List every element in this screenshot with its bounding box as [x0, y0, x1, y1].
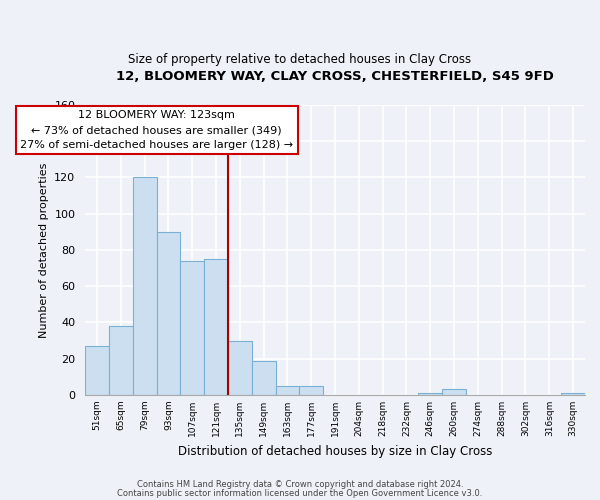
- Bar: [204, 259, 228, 395]
- Bar: [418, 393, 442, 395]
- X-axis label: Distribution of detached houses by size in Clay Cross: Distribution of detached houses by size …: [178, 444, 492, 458]
- Bar: [442, 390, 466, 395]
- Bar: [299, 386, 323, 395]
- Bar: [85, 346, 109, 395]
- Bar: [157, 232, 181, 395]
- Text: Contains HM Land Registry data © Crown copyright and database right 2024.: Contains HM Land Registry data © Crown c…: [137, 480, 463, 489]
- Title: 12, BLOOMERY WAY, CLAY CROSS, CHESTERFIELD, S45 9FD: 12, BLOOMERY WAY, CLAY CROSS, CHESTERFIE…: [116, 70, 554, 83]
- Bar: [561, 393, 585, 395]
- Bar: [228, 340, 252, 395]
- Bar: [252, 360, 275, 395]
- Bar: [275, 386, 299, 395]
- Text: 12 BLOOMERY WAY: 123sqm
← 73% of detached houses are smaller (349)
27% of semi-d: 12 BLOOMERY WAY: 123sqm ← 73% of detache…: [20, 110, 293, 150]
- Text: Contains public sector information licensed under the Open Government Licence v3: Contains public sector information licen…: [118, 489, 482, 498]
- Text: Size of property relative to detached houses in Clay Cross: Size of property relative to detached ho…: [128, 52, 472, 66]
- Y-axis label: Number of detached properties: Number of detached properties: [39, 162, 49, 338]
- Bar: [109, 326, 133, 395]
- Bar: [181, 261, 204, 395]
- Bar: [133, 178, 157, 395]
